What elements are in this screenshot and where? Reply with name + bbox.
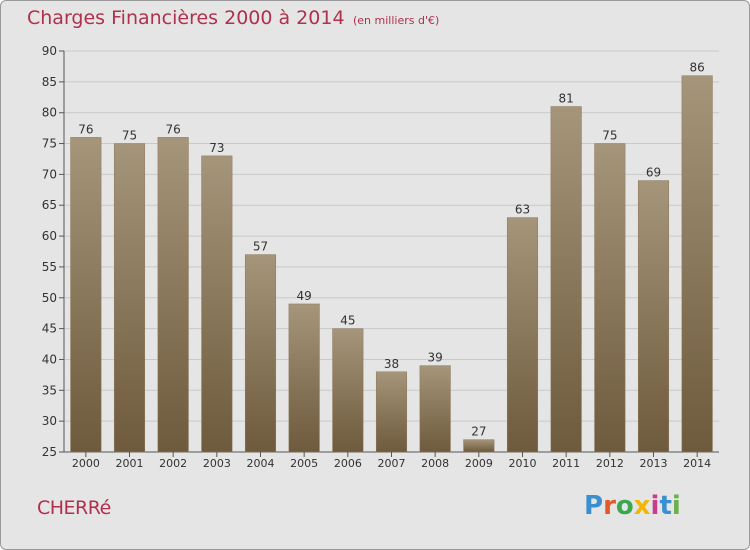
chart-title: Charges Financières 2000 à 2014 <box>27 7 345 29</box>
commune-name: CHERRé <box>37 497 111 519</box>
y-tick-label: 85 <box>42 75 57 89</box>
y-tick-label: 35 <box>42 383 57 397</box>
x-tick-label: 2007 <box>378 457 406 470</box>
bar <box>419 365 451 453</box>
x-tick-label: 2003 <box>203 457 231 470</box>
x-tick-label: 2011 <box>552 457 580 470</box>
logo-letter: i <box>650 491 660 521</box>
data-label: 75 <box>602 129 617 143</box>
x-tick-label: 2006 <box>334 457 362 470</box>
x-tick-label: 2008 <box>421 457 449 470</box>
y-tick-label: 60 <box>42 229 57 243</box>
x-tick-label: 2002 <box>159 457 187 470</box>
data-label: 76 <box>78 122 93 136</box>
x-tick-label: 2013 <box>640 457 668 470</box>
y-tick-label: 25 <box>42 445 57 459</box>
x-tick-label: 2001 <box>116 457 144 470</box>
data-label: 45 <box>340 314 355 328</box>
data-label: 27 <box>471 425 486 439</box>
bar <box>506 217 539 453</box>
data-label: 73 <box>209 141 224 155</box>
data-label: 86 <box>690 61 705 75</box>
x-tick-label: 2005 <box>290 457 318 470</box>
logo-letter: P <box>584 491 604 521</box>
x-tick-label: 2014 <box>683 457 711 470</box>
bar <box>157 137 189 453</box>
bar <box>681 75 713 453</box>
bar <box>288 303 320 453</box>
x-tick-label: 2004 <box>247 457 275 470</box>
data-label: 39 <box>428 351 443 365</box>
y-tick-label: 65 <box>42 198 57 212</box>
data-label: 63 <box>515 203 530 217</box>
data-label: 76 <box>166 122 181 136</box>
y-tick-label: 55 <box>42 260 57 274</box>
bar <box>113 143 146 453</box>
data-label: 49 <box>297 289 312 303</box>
data-label: 38 <box>384 357 399 371</box>
bar <box>375 371 408 453</box>
x-tick-label: 2000 <box>72 457 100 470</box>
bar <box>244 254 277 453</box>
y-tick-label: 30 <box>42 414 57 428</box>
bar <box>637 180 670 453</box>
y-tick-label: 70 <box>42 167 57 181</box>
logo-letter: r <box>603 491 616 521</box>
bar <box>332 328 364 453</box>
x-tick-label: 2009 <box>465 457 493 470</box>
proxiti-logo[interactable]: Proxiti <box>584 491 681 521</box>
y-tick-label: 45 <box>42 322 57 336</box>
y-tick-label: 80 <box>42 106 57 120</box>
data-label: 75 <box>122 129 137 143</box>
data-label: 69 <box>646 166 661 180</box>
data-label: 57 <box>253 240 268 254</box>
x-tick-label: 2012 <box>596 457 624 470</box>
logo-letter: i <box>671 491 681 521</box>
y-tick-label: 50 <box>42 291 57 305</box>
bar <box>70 137 102 453</box>
data-label: 81 <box>559 92 574 106</box>
y-tick-label: 75 <box>42 137 57 151</box>
y-tick-label: 90 <box>42 44 57 58</box>
chart-subtitle: (en milliers d'€) <box>353 14 440 27</box>
logo-letter: t <box>659 491 672 521</box>
bar <box>594 143 626 453</box>
bar <box>201 155 233 453</box>
logo-letter: o <box>615 491 634 521</box>
x-tick-label: 2010 <box>509 457 537 470</box>
bar <box>550 106 582 453</box>
bar <box>463 439 495 453</box>
logo-letter: x <box>633 491 651 521</box>
y-tick-label: 40 <box>42 352 57 366</box>
